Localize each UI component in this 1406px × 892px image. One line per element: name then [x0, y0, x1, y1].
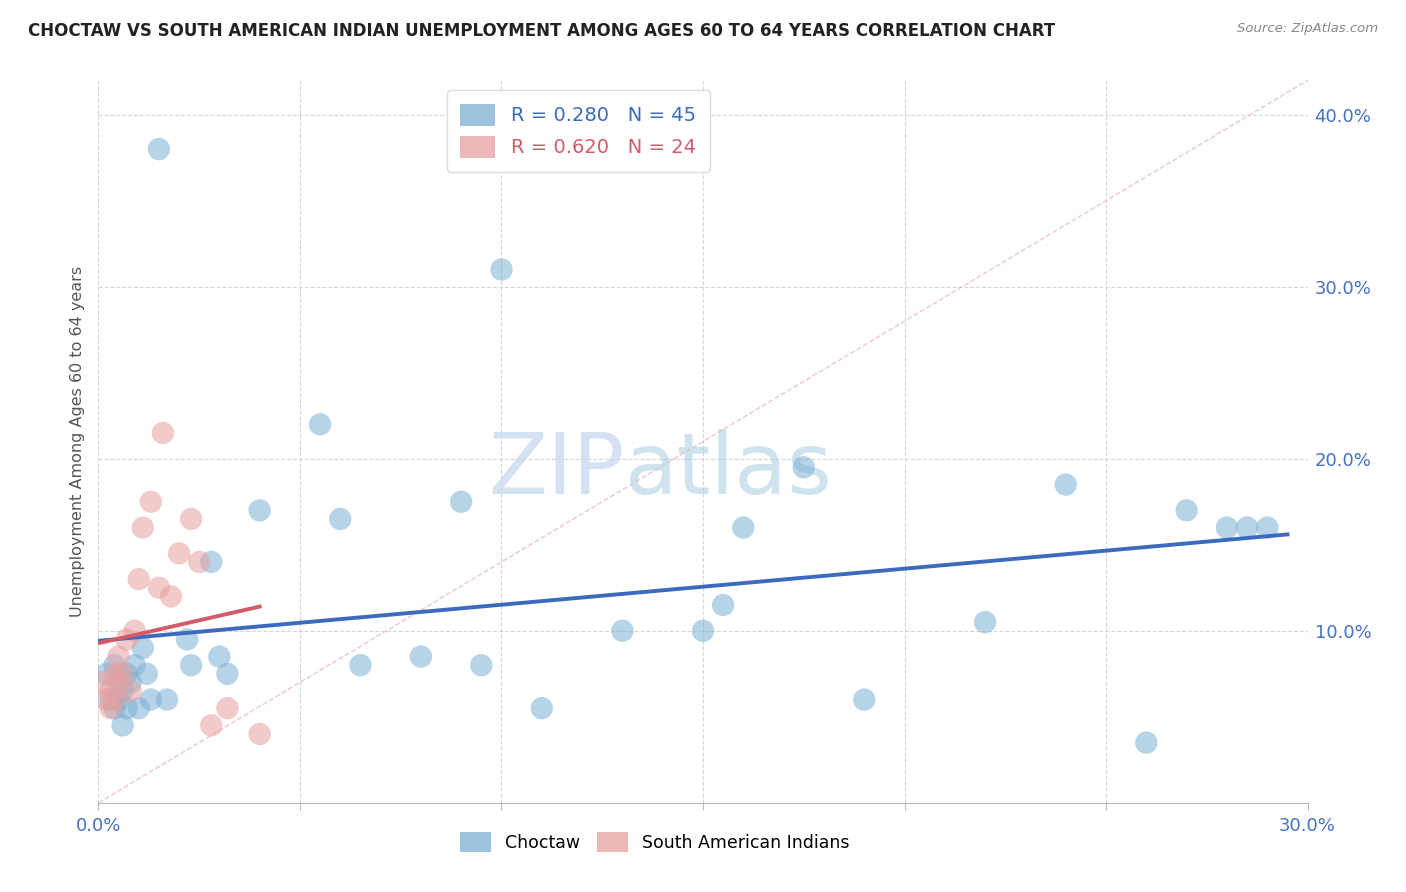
South American Indians — [200, 718, 222, 732]
South American Indians — [107, 649, 129, 664]
Choctaw — [309, 417, 332, 432]
Choctaw — [1236, 520, 1258, 534]
South American Indians — [132, 520, 155, 534]
Choctaw — [249, 503, 271, 517]
South American Indians — [120, 684, 142, 698]
Choctaw — [115, 666, 138, 681]
Text: CHOCTAW VS SOUTH AMERICAN INDIAN UNEMPLOYMENT AMONG AGES 60 TO 64 YEARS CORRELAT: CHOCTAW VS SOUTH AMERICAN INDIAN UNEMPLO… — [28, 22, 1056, 40]
Choctaw — [111, 684, 134, 698]
Choctaw — [692, 624, 714, 638]
Choctaw — [176, 632, 198, 647]
South American Indians — [152, 425, 174, 440]
South American Indians — [96, 692, 118, 706]
Choctaw — [96, 666, 118, 681]
Y-axis label: Unemployment Among Ages 60 to 64 years: Unemployment Among Ages 60 to 64 years — [69, 266, 84, 617]
Text: ZIP: ZIP — [488, 429, 624, 512]
South American Indians — [139, 494, 162, 508]
Choctaw — [1054, 477, 1077, 491]
South American Indians — [91, 675, 114, 690]
Choctaw — [128, 701, 150, 715]
South American Indians — [128, 572, 150, 586]
Choctaw — [329, 512, 352, 526]
Choctaw — [450, 494, 472, 508]
South American Indians — [115, 632, 138, 647]
Choctaw — [470, 658, 492, 673]
Choctaw — [1175, 503, 1198, 517]
Choctaw — [132, 640, 155, 655]
Choctaw — [711, 598, 734, 612]
South American Indians — [180, 512, 202, 526]
South American Indians — [107, 675, 129, 690]
Choctaw — [148, 142, 170, 156]
Choctaw — [107, 675, 129, 690]
Choctaw — [491, 262, 513, 277]
South American Indians — [103, 666, 125, 681]
South American Indians — [217, 701, 239, 715]
Choctaw — [349, 658, 371, 673]
Legend: Choctaw, South American Indians: Choctaw, South American Indians — [453, 825, 856, 859]
Choctaw — [107, 692, 129, 706]
Choctaw — [120, 675, 142, 690]
Choctaw — [139, 692, 162, 706]
Choctaw — [100, 692, 122, 706]
Choctaw — [1135, 735, 1157, 749]
Choctaw — [612, 624, 634, 638]
Choctaw — [103, 701, 125, 715]
Choctaw — [1256, 520, 1278, 534]
South American Indians — [100, 684, 122, 698]
Choctaw — [530, 701, 553, 715]
Choctaw — [1216, 520, 1239, 534]
Choctaw — [124, 658, 146, 673]
South American Indians — [124, 624, 146, 638]
Choctaw — [208, 649, 231, 664]
Choctaw — [217, 666, 239, 681]
South American Indians — [111, 666, 134, 681]
Choctaw — [793, 460, 815, 475]
South American Indians — [249, 727, 271, 741]
Choctaw — [200, 555, 222, 569]
South American Indians — [160, 590, 183, 604]
South American Indians — [167, 546, 190, 560]
Text: atlas: atlas — [624, 429, 832, 512]
South American Indians — [100, 701, 122, 715]
Choctaw — [111, 718, 134, 732]
Text: Source: ZipAtlas.com: Source: ZipAtlas.com — [1237, 22, 1378, 36]
South American Indians — [148, 581, 170, 595]
Choctaw — [135, 666, 157, 681]
South American Indians — [103, 692, 125, 706]
Choctaw — [180, 658, 202, 673]
South American Indians — [188, 555, 211, 569]
Choctaw — [853, 692, 876, 706]
Choctaw — [733, 520, 755, 534]
Choctaw — [156, 692, 179, 706]
Choctaw — [409, 649, 432, 664]
Choctaw — [115, 701, 138, 715]
Choctaw — [974, 615, 997, 630]
Choctaw — [103, 658, 125, 673]
